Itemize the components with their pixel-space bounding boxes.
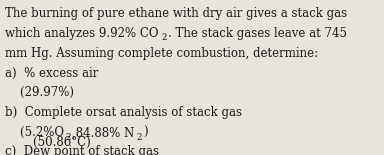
Text: 2: 2	[65, 133, 71, 142]
Text: (5.2%O: (5.2%O	[5, 126, 64, 139]
Text: 2: 2	[161, 33, 167, 42]
Text: b)  Complete orsat analysis of stack gas: b) Complete orsat analysis of stack gas	[5, 106, 242, 119]
Text: (50.86°C): (50.86°C)	[18, 136, 91, 149]
Text: c)  Dew point of stack gas: c) Dew point of stack gas	[5, 145, 159, 155]
Text: which analyzes 9.92% CO: which analyzes 9.92% CO	[5, 27, 158, 40]
Text: mm Hg. Assuming complete combustion, determine:: mm Hg. Assuming complete combustion, det…	[5, 47, 318, 60]
Text: The burning of pure ethane with dry air gives a stack gas: The burning of pure ethane with dry air …	[5, 7, 347, 20]
Text: ,84.88% N: ,84.88% N	[72, 126, 134, 139]
Text: a)  % excess air: a) % excess air	[5, 67, 98, 80]
Text: (29.97%): (29.97%)	[5, 86, 74, 99]
Text: 2: 2	[136, 133, 142, 142]
Text: ): )	[143, 126, 147, 139]
Text: . The stack gases leave at 745: . The stack gases leave at 745	[168, 27, 347, 40]
